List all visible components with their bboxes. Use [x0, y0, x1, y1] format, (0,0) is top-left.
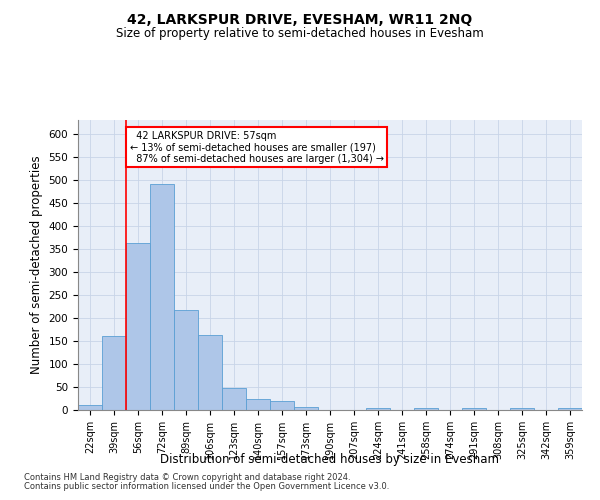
Bar [414, 408, 438, 410]
Bar [174, 310, 198, 410]
Bar [102, 336, 126, 410]
Bar [366, 408, 390, 410]
Y-axis label: Number of semi-detached properties: Number of semi-detached properties [30, 156, 43, 374]
Bar [270, 401, 294, 410]
Text: 42, LARKSPUR DRIVE, EVESHAM, WR11 2NQ: 42, LARKSPUR DRIVE, EVESHAM, WR11 2NQ [127, 12, 473, 26]
Text: Distribution of semi-detached houses by size in Evesham: Distribution of semi-detached houses by … [161, 452, 499, 466]
Bar [294, 407, 318, 410]
Bar [558, 408, 582, 410]
Bar [222, 388, 246, 410]
Bar [150, 184, 174, 410]
Text: Size of property relative to semi-detached houses in Evesham: Size of property relative to semi-detach… [116, 28, 484, 40]
Bar [198, 335, 222, 410]
Text: Contains public sector information licensed under the Open Government Licence v3: Contains public sector information licen… [24, 482, 389, 491]
Bar [510, 408, 534, 410]
Bar [462, 408, 486, 410]
Bar [78, 406, 102, 410]
Text: Contains HM Land Registry data © Crown copyright and database right 2024.: Contains HM Land Registry data © Crown c… [24, 474, 350, 482]
Bar [126, 243, 150, 410]
Bar [246, 400, 270, 410]
Text: 42 LARKSPUR DRIVE: 57sqm
← 13% of semi-detached houses are smaller (197)
  87% o: 42 LARKSPUR DRIVE: 57sqm ← 13% of semi-d… [130, 130, 383, 164]
